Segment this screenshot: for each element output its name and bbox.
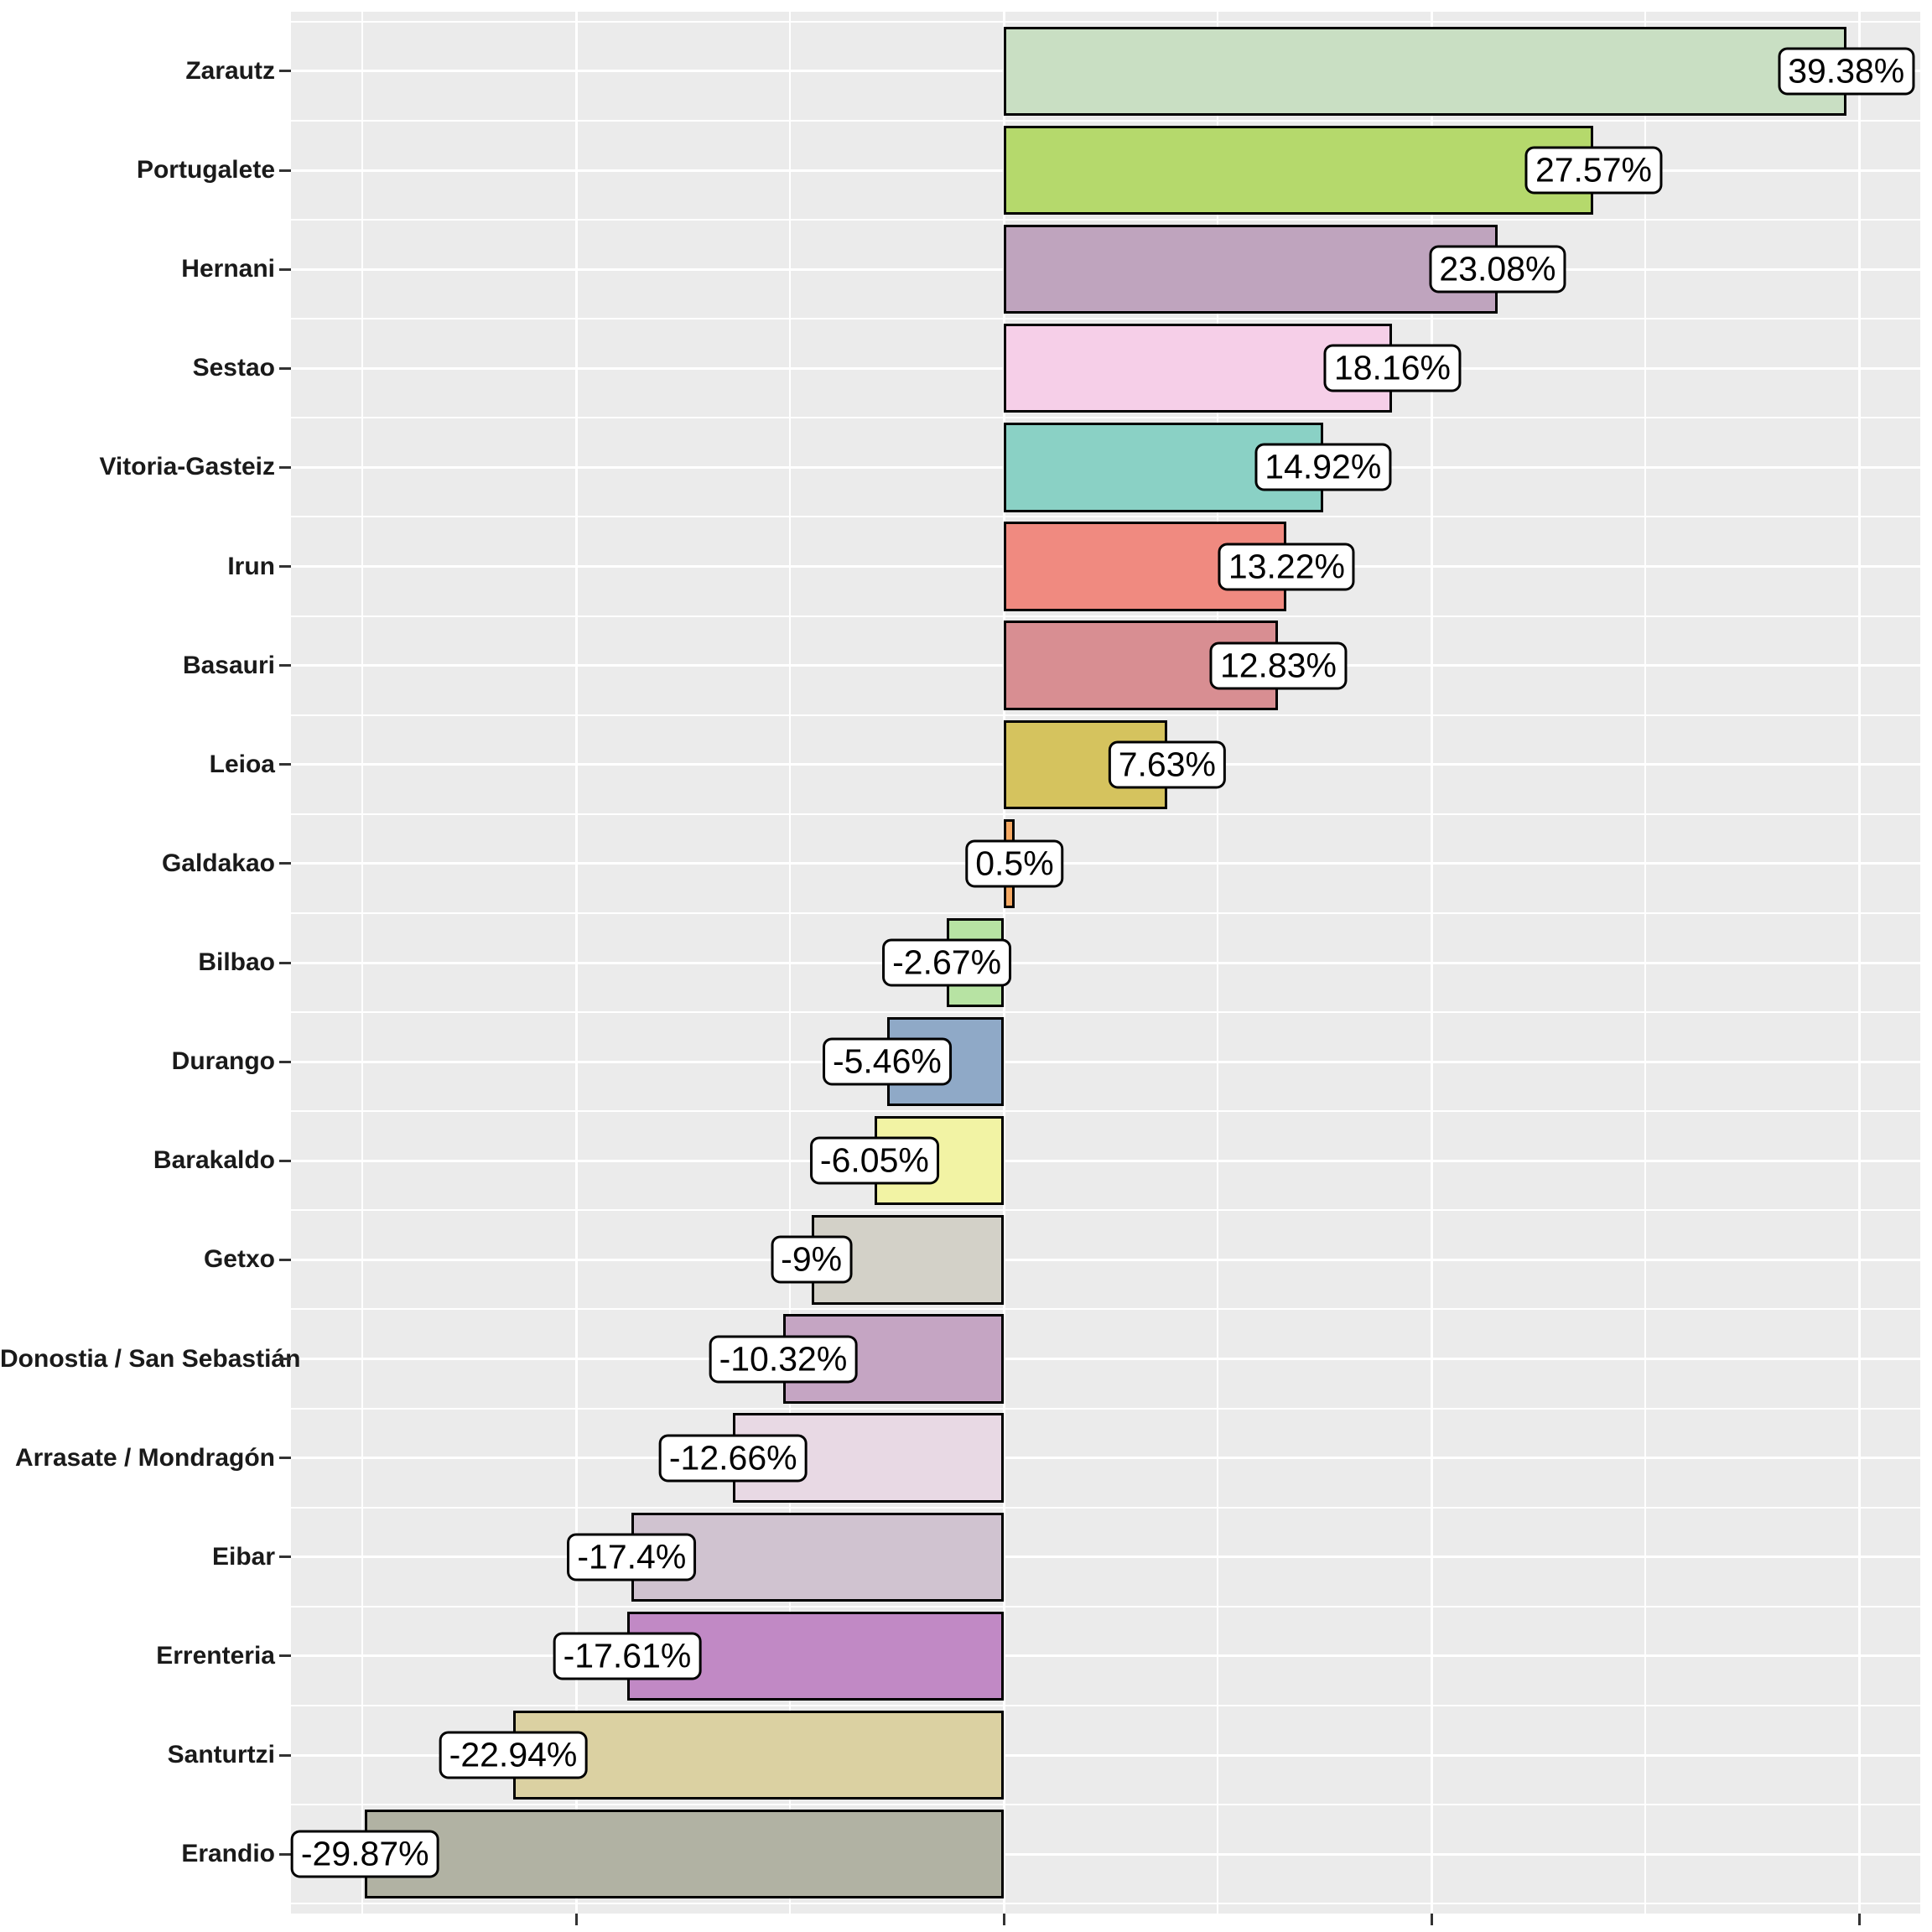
bar-erandio	[365, 1809, 1005, 1899]
gridline-y-major	[291, 1753, 1920, 1757]
axis-label-errenteria: Errenteria	[156, 1641, 275, 1670]
axis-label-vitoria-gasteiz: Vitoria-Gasteiz	[99, 453, 275, 481]
value-label-eibar: -17.4%	[567, 1533, 697, 1581]
value-label-basauri: 12.83%	[1209, 641, 1347, 690]
axis-label-durango: Durango	[171, 1047, 275, 1076]
gridline-y-minor	[291, 417, 1920, 419]
gridline-y-minor	[291, 1605, 1920, 1607]
y-tick	[279, 70, 291, 73]
axis-label-barakaldo: Barakaldo	[153, 1146, 275, 1175]
gridline-y-minor	[291, 1903, 1920, 1905]
y-tick	[279, 1358, 291, 1360]
y-tick	[279, 1654, 291, 1658]
axis-label-donostia-san-sebasti-n: Donostia / San Sebastián	[0, 1344, 301, 1373]
y-tick	[279, 565, 291, 568]
value-label-hernani: 23.08%	[1429, 245, 1566, 293]
bar-basauri	[1004, 621, 1279, 710]
y-tick	[279, 465, 291, 469]
y-tick	[279, 763, 291, 766]
value-label-santurtzi: -22.94%	[439, 1731, 588, 1779]
gridline-y-minor	[291, 119, 1920, 122]
axis-label-erandio: Erandio	[181, 1840, 275, 1868]
value-label-durango: -5.46%	[822, 1037, 952, 1086]
gridline-y-minor	[291, 1506, 1920, 1509]
y-tick	[279, 1555, 291, 1559]
gridline-y-major	[291, 1358, 1920, 1360]
axis-label-arrasate-mondrag-n: Arrasate / Mondragón	[14, 1443, 275, 1472]
gridline-y-minor	[291, 219, 1920, 221]
value-label-barakaldo: -6.05%	[809, 1136, 939, 1185]
y-tick	[279, 169, 291, 172]
value-label-zarautz: 39.38%	[1778, 47, 1915, 96]
y-tick	[279, 1060, 291, 1063]
value-label-bilbao: -2.67%	[882, 938, 1012, 987]
gridline-y-minor	[291, 911, 1920, 914]
axis-label-santurtzi: Santurtzi	[167, 1741, 275, 1768]
y-tick	[279, 664, 291, 667]
gridline-y-minor	[291, 1407, 1920, 1410]
gridline-y-minor	[291, 516, 1920, 518]
gridline-y-major	[291, 1060, 1920, 1063]
bar-portugalete	[1004, 125, 1594, 216]
gridline-y-major	[291, 1457, 1920, 1460]
value-label-portugalete: 27.57%	[1524, 146, 1662, 195]
axis-label-eibar: Eibar	[211, 1542, 275, 1571]
value-label-arrasate-mondrag-n: -12.66%	[658, 1434, 808, 1483]
axis-label-irun: Irun	[227, 552, 275, 580]
gridline-y-major	[291, 862, 1920, 865]
bar-zarautz	[1004, 26, 1846, 117]
gridline-y-minor	[291, 1804, 1920, 1806]
axis-label-sestao: Sestao	[192, 354, 275, 382]
value-label-vitoria-gasteiz: 14.92%	[1254, 443, 1392, 491]
gridline-y-major	[291, 1654, 1920, 1658]
y-tick	[279, 1852, 291, 1856]
gridline-y-minor	[291, 714, 1920, 716]
axis-label-basauri: Basauri	[182, 651, 275, 679]
bar-hernani	[1004, 224, 1498, 314]
value-label-getxo: -9%	[771, 1235, 853, 1284]
axis-label-hernani: Hernani	[181, 255, 275, 283]
y-tick	[279, 1457, 291, 1460]
y-tick	[279, 1258, 291, 1261]
gridline-y-minor	[291, 318, 1920, 320]
gridline-y-minor	[291, 615, 1920, 617]
value-label-erandio: -29.87%	[290, 1830, 439, 1878]
x-tick	[1430, 1914, 1433, 1925]
value-label-leioa: 7.63%	[1108, 740, 1226, 789]
y-tick	[279, 1159, 291, 1162]
value-label-irun: 13.22%	[1218, 542, 1355, 591]
y-tick	[279, 366, 291, 370]
y-tick	[279, 862, 291, 865]
value-label-sestao: 18.16%	[1323, 344, 1461, 392]
gridline-y-minor	[291, 813, 1920, 815]
axis-label-getxo: Getxo	[203, 1245, 275, 1274]
gridline-y-minor	[291, 1011, 1920, 1014]
gridline-y-minor	[291, 1704, 1920, 1706]
y-tick	[279, 961, 291, 964]
x-tick	[1858, 1914, 1862, 1925]
y-tick	[279, 1753, 291, 1757]
axis-label-galdakao: Galdakao	[161, 849, 275, 877]
gridline-y-major	[291, 961, 1920, 964]
gridline-y-major	[291, 1159, 1920, 1162]
gridline-y-minor	[291, 20, 1920, 23]
axis-label-zarautz: Zarautz	[185, 56, 275, 85]
gridline-y-minor	[291, 1110, 1920, 1113]
axis-label-bilbao: Bilbao	[198, 948, 275, 976]
gridline-y-minor	[291, 1209, 1920, 1212]
gridline-y-major	[291, 1555, 1920, 1559]
gridline-y-major	[291, 1852, 1920, 1856]
axis-label-leioa: Leioa	[209, 750, 275, 778]
x-tick	[1002, 1914, 1005, 1925]
gridline-y-major	[291, 1258, 1920, 1261]
y-tick	[279, 267, 291, 271]
gridline-y-minor	[291, 1308, 1920, 1311]
bar-santurtzi	[513, 1710, 1005, 1800]
axis-label-portugalete: Portugalete	[136, 156, 275, 184]
value-label-donostia-san-sebasti-n: -10.32%	[709, 1334, 858, 1384]
value-label-galdakao: 0.5%	[965, 839, 1064, 888]
x-tick	[574, 1914, 578, 1925]
value-label-errenteria: -17.61%	[553, 1632, 702, 1680]
